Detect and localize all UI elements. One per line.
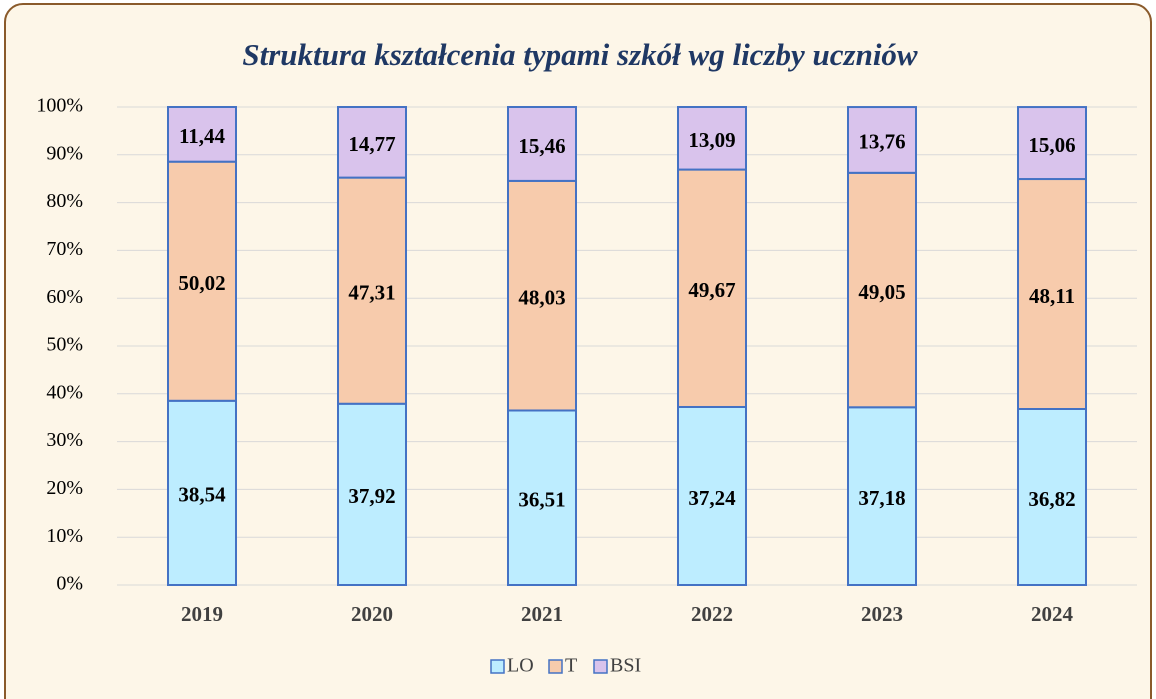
data-label: 36,82 <box>1028 487 1075 511</box>
y-tick-label: 50% <box>46 334 83 356</box>
chart-title: Struktura kształcenia typami szkół wg li… <box>242 37 918 72</box>
bar-segment <box>677 405 747 586</box>
x-tick-label: 2021 <box>521 602 563 626</box>
bar-segment <box>507 409 577 587</box>
bar-segment <box>337 106 407 179</box>
data-label: 38,54 <box>178 483 226 507</box>
y-tick-label: 80% <box>46 190 83 212</box>
data-label: 13,76 <box>858 130 905 154</box>
data-label: 37,24 <box>688 486 736 510</box>
legend-label: T <box>565 655 577 677</box>
data-label: 37,92 <box>348 484 395 508</box>
bar-segment <box>507 106 577 182</box>
y-tick-label: 100% <box>36 95 83 117</box>
y-tick-label: 90% <box>46 142 83 164</box>
legend-swatch <box>548 659 563 674</box>
legend-swatch <box>593 659 608 674</box>
data-label: 48,11 <box>1029 284 1075 308</box>
legend-label: BSI <box>610 655 641 677</box>
data-label: 15,06 <box>1028 133 1075 157</box>
bar-segment <box>847 406 917 586</box>
legend-label: LO <box>507 655 534 677</box>
y-tick-label: 0% <box>56 573 83 595</box>
bar-segment <box>167 106 237 163</box>
bar-segment <box>1017 178 1087 411</box>
bar-segment <box>1017 106 1087 181</box>
data-label: 48,03 <box>518 286 565 310</box>
legend-swatch <box>490 659 505 674</box>
bar-segment <box>337 176 407 405</box>
data-label: 49,05 <box>858 280 905 304</box>
x-tick-label: 2019 <box>181 602 223 626</box>
bar-segment <box>847 171 917 409</box>
data-label: 15,46 <box>518 134 565 158</box>
y-tick-label: 70% <box>46 238 83 260</box>
data-label: 11,44 <box>179 124 226 148</box>
data-label: 37,18 <box>858 486 905 510</box>
bar-segment <box>1017 408 1087 586</box>
x-tick-label: 2020 <box>351 602 393 626</box>
data-label: 14,77 <box>348 132 395 156</box>
y-tick-label: 60% <box>46 286 83 308</box>
data-label: 36,51 <box>518 488 565 512</box>
bar-segment <box>677 106 747 171</box>
y-tick-label: 30% <box>46 429 83 451</box>
y-tick-label: 40% <box>46 381 83 403</box>
y-tick-label: 20% <box>46 477 83 499</box>
bar-segment <box>847 106 917 174</box>
bar-segment <box>507 179 577 412</box>
data-label: 49,67 <box>688 278 735 302</box>
data-label: 47,31 <box>348 280 395 304</box>
bar-segment <box>677 168 747 408</box>
x-tick-label: 2023 <box>861 602 903 626</box>
data-label: 50,02 <box>178 271 225 295</box>
data-label: 13,09 <box>688 128 735 152</box>
x-tick-label: 2022 <box>691 602 733 626</box>
y-tick-label: 10% <box>46 525 83 547</box>
x-tick-label: 2024 <box>1031 602 1074 626</box>
